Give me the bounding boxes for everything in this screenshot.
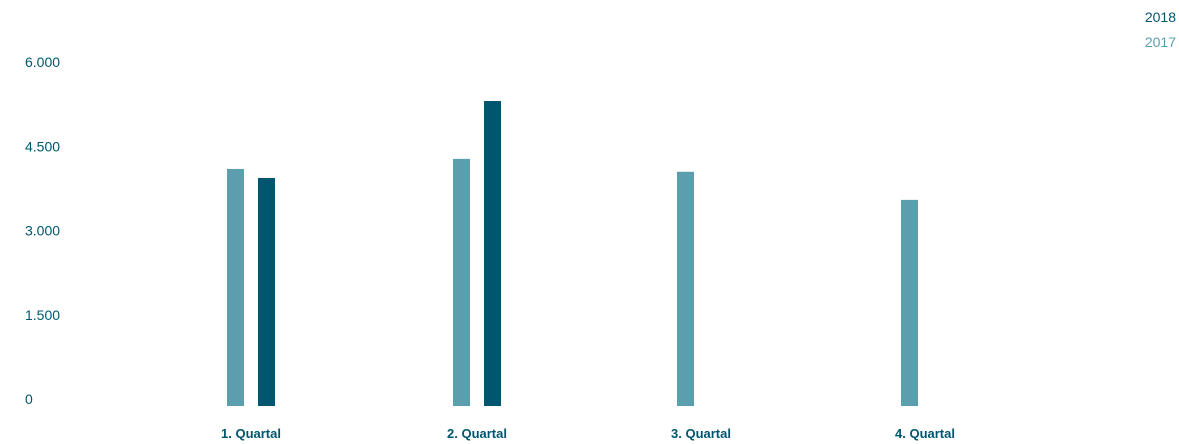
bar-2017-3 bbox=[677, 171, 694, 406]
bar-2017-4 bbox=[901, 199, 918, 406]
y-axis: 0 1.500 3.000 4.500 6.000 bbox=[25, 54, 60, 407]
y-tick-label: 6.000 bbox=[25, 54, 60, 70]
bar-2017-2 bbox=[453, 158, 470, 406]
legend-item-2018: 2018 bbox=[1145, 9, 1176, 25]
x-tick-label: 1. Quartal bbox=[221, 426, 281, 441]
bars bbox=[227, 101, 918, 406]
x-tick-label: 2. Quartal bbox=[447, 426, 507, 441]
y-tick-label: 0 bbox=[25, 391, 33, 407]
y-tick-label: 4.500 bbox=[25, 138, 60, 154]
x-tick-label: 3. Quartal bbox=[671, 426, 731, 441]
bar-2017-1 bbox=[227, 168, 244, 406]
legend-item-2017: 2017 bbox=[1145, 34, 1176, 50]
y-tick-label: 3.000 bbox=[25, 223, 60, 239]
x-tick-label: 4. Quartal bbox=[895, 426, 955, 441]
y-tick-label: 1.500 bbox=[25, 307, 60, 323]
bar-2018-2 bbox=[484, 101, 501, 406]
bar-2018-1 bbox=[258, 177, 275, 406]
x-axis: 1. Quartal 2. Quartal 3. Quartal 4. Quartal bbox=[221, 426, 955, 441]
legend: 2018 2017 bbox=[1145, 9, 1176, 50]
